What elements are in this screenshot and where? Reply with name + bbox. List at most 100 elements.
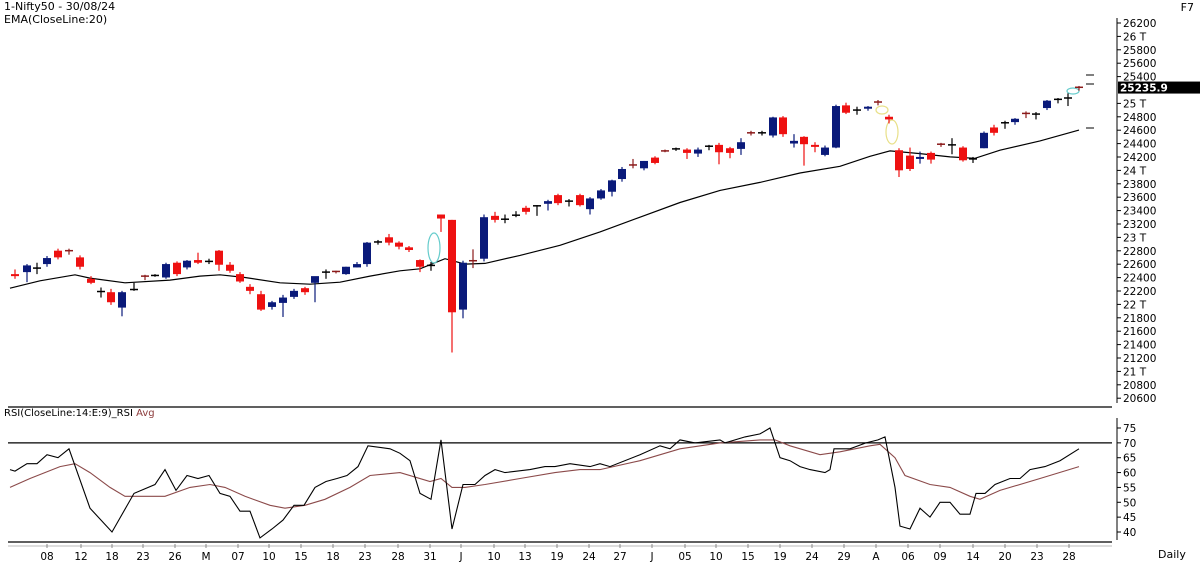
- candle[interactable]: [737, 138, 745, 155]
- candle[interactable]: [130, 282, 138, 291]
- candle[interactable]: [1043, 100, 1051, 111]
- candle[interactable]: [661, 149, 669, 153]
- candle[interactable]: [747, 130, 755, 136]
- candle[interactable]: [586, 197, 594, 215]
- candle[interactable]: [76, 255, 84, 270]
- candle[interactable]: [726, 146, 734, 159]
- candle[interactable]: [651, 156, 659, 165]
- candle[interactable]: [821, 145, 829, 157]
- candle[interactable]: [832, 104, 840, 149]
- candle[interactable]: [141, 274, 149, 281]
- candle[interactable]: [353, 262, 361, 268]
- candle[interactable]: [779, 116, 787, 137]
- candle[interactable]: [268, 300, 276, 310]
- period-label[interactable]: Daily: [1158, 548, 1186, 561]
- candle[interactable]: [279, 294, 287, 317]
- candle[interactable]: [895, 148, 903, 178]
- candle[interactable]: [576, 193, 584, 207]
- candle[interactable]: [395, 241, 403, 250]
- candle[interactable]: [65, 248, 73, 255]
- candle[interactable]: [322, 269, 330, 279]
- candle[interactable]: [1011, 118, 1019, 125]
- candle[interactable]: [342, 266, 350, 275]
- candle[interactable]: [54, 248, 62, 260]
- candle[interactable]: [301, 286, 309, 295]
- candle[interactable]: [1022, 111, 1030, 119]
- candle[interactable]: [1075, 85, 1083, 91]
- candle[interactable]: [448, 219, 456, 353]
- candle[interactable]: [811, 142, 819, 153]
- rsi-panel[interactable]: [8, 427, 1112, 543]
- candle[interactable]: [597, 189, 605, 200]
- candle[interactable]: [405, 245, 413, 253]
- candle[interactable]: [885, 114, 893, 124]
- candle[interactable]: [565, 199, 573, 207]
- candle[interactable]: [618, 166, 626, 182]
- candle[interactable]: [512, 211, 520, 218]
- candle[interactable]: [790, 134, 798, 148]
- candle[interactable]: [906, 147, 914, 171]
- candle[interactable]: [385, 233, 393, 246]
- candle[interactable]: [758, 130, 766, 136]
- candle[interactable]: [672, 147, 680, 151]
- candle[interactable]: [257, 290, 265, 311]
- candle[interactable]: [948, 138, 956, 155]
- candle[interactable]: [205, 258, 213, 265]
- candle[interactable]: [501, 214, 509, 224]
- candle[interactable]: [33, 262, 41, 275]
- candle[interactable]: [927, 151, 935, 164]
- candle[interactable]: [459, 260, 467, 319]
- candle[interactable]: [1001, 120, 1009, 129]
- candle[interactable]: [990, 124, 998, 136]
- candle[interactable]: [118, 290, 126, 317]
- candle[interactable]: [544, 199, 552, 211]
- candle[interactable]: [715, 142, 723, 165]
- candle[interactable]: [683, 148, 691, 159]
- candle[interactable]: [480, 214, 488, 262]
- candle[interactable]: [332, 270, 340, 274]
- rsi-axis[interactable]: 75 70 65 60 55 50 45 40: [1116, 418, 1136, 540]
- candle[interactable]: [97, 287, 105, 298]
- price-panel[interactable]: [8, 85, 1112, 408]
- candle[interactable]: [1054, 98, 1062, 104]
- candle[interactable]: [800, 136, 808, 166]
- candle[interactable]: [162, 262, 170, 279]
- time-axis[interactable]: 08 12 18 23 26 M 07 10 15 18 23 28 31 J 10 13 19 24 27 J 05 1…: [8, 544, 1112, 563]
- candle[interactable]: [864, 106, 872, 111]
- candle[interactable]: [87, 276, 95, 285]
- candle[interactable]: [151, 274, 159, 277]
- candle[interactable]: [491, 211, 499, 223]
- candle[interactable]: [1032, 112, 1040, 120]
- candle[interactable]: [236, 272, 244, 283]
- candle[interactable]: [705, 144, 713, 151]
- candle[interactable]: [215, 250, 223, 271]
- candle[interactable]: [226, 262, 234, 273]
- candle[interactable]: [533, 205, 541, 216]
- candle[interactable]: [311, 276, 319, 303]
- candle[interactable]: [23, 264, 31, 283]
- candle[interactable]: [842, 102, 850, 115]
- candle[interactable]: [246, 284, 254, 295]
- candle[interactable]: [416, 259, 424, 273]
- candle[interactable]: [469, 249, 477, 269]
- candle[interactable]: [11, 269, 19, 279]
- candle[interactable]: [694, 147, 702, 157]
- candle[interactable]: [640, 160, 648, 171]
- candle[interactable]: [183, 260, 191, 270]
- candle[interactable]: [608, 179, 616, 197]
- candle[interactable]: [427, 262, 435, 271]
- candle[interactable]: [194, 252, 202, 265]
- candle[interactable]: [769, 116, 777, 138]
- candle[interactable]: [916, 151, 924, 164]
- candle[interactable]: [980, 131, 988, 149]
- candle[interactable]: [853, 106, 861, 115]
- candle[interactable]: [629, 158, 637, 169]
- candle[interactable]: [290, 288, 298, 299]
- candle[interactable]: [554, 193, 562, 206]
- candle[interactable]: [363, 241, 371, 267]
- candle[interactable]: [937, 142, 945, 147]
- candle[interactable]: [522, 205, 530, 215]
- candle[interactable]: [107, 288, 115, 305]
